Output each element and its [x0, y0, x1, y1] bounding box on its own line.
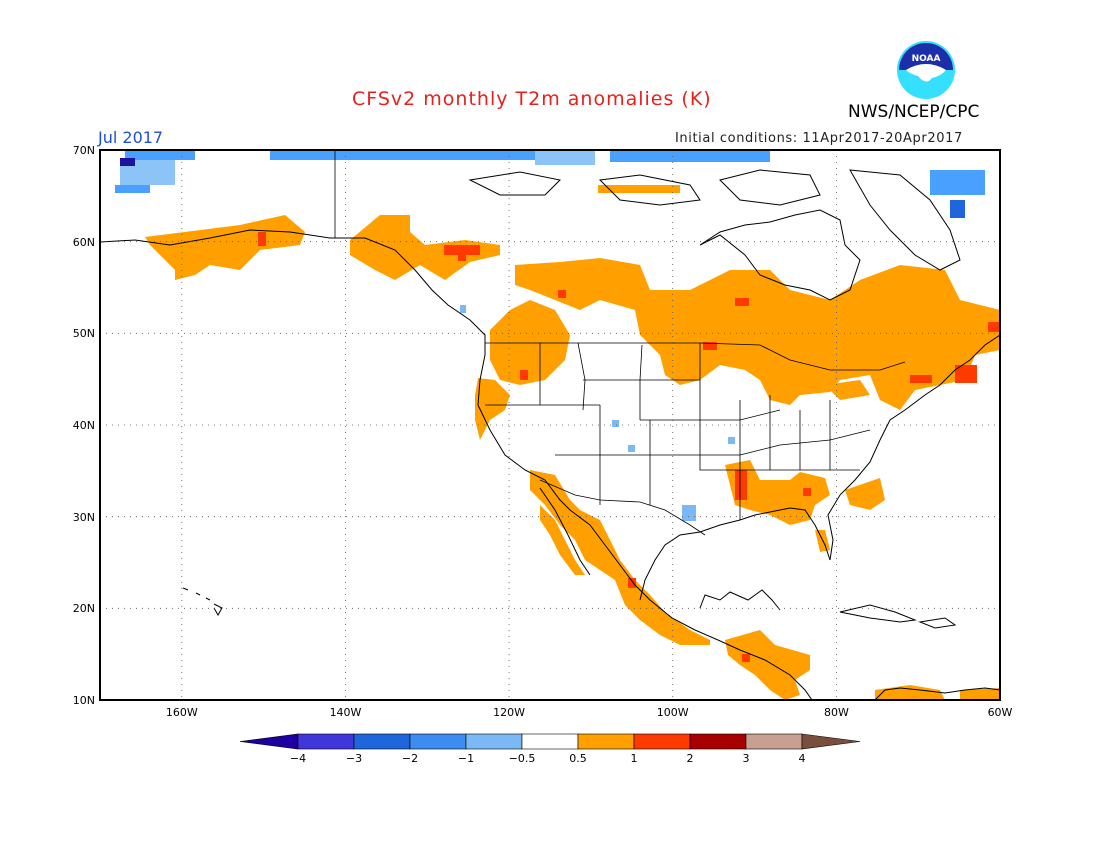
colorbar-label: 1 — [631, 752, 638, 765]
lat-label: 20N — [73, 602, 95, 615]
colorbar-segment — [521, 733, 579, 750]
colorbar-segment — [353, 733, 411, 750]
lon-label: 120W — [493, 706, 525, 719]
noaa-logo-icon: NOAA — [897, 41, 955, 99]
map-frame — [99, 149, 1001, 701]
agency-label: NWS/NCEP/CPC — [848, 102, 980, 122]
cold-anomaly-patches — [115, 150, 985, 521]
latitude-labels: 10N 20N 30N 40N 50N 60N 70N — [73, 144, 95, 707]
lat-label: 10N — [73, 694, 95, 707]
colorbar-label: 0.5 — [569, 752, 587, 765]
lon-label: 80W — [824, 706, 849, 719]
lat-label: 30N — [73, 511, 95, 524]
colorbar-label: 2 — [687, 752, 694, 765]
lat-label: 70N — [73, 144, 95, 157]
chart-title: CFSv2 monthly T2m anomalies (K) — [352, 88, 712, 110]
colorbar-segment — [297, 733, 355, 750]
lat-label: 60N — [73, 236, 95, 249]
lon-label: 60W — [988, 706, 1013, 719]
colorbar-segment — [409, 733, 467, 750]
longitude-labels: 160W 140W 120W 100W 80W 60W — [166, 706, 1013, 719]
colorbar-label: −1 — [458, 752, 474, 765]
warm-anomaly-patches — [145, 185, 1000, 700]
colorbar-arrow-low — [239, 733, 299, 750]
colorbar: −4 −3 −2 −1 −0.5 0.5 1 2 3 4 — [239, 733, 861, 765]
noaa-logo-text: NOAA — [912, 54, 941, 64]
lon-label: 140W — [330, 706, 362, 719]
colorbar-arrow-high — [801, 733, 861, 750]
lon-label: 160W — [166, 706, 198, 719]
colorbar-label: 3 — [743, 752, 750, 765]
colorbar-label: −2 — [402, 752, 418, 765]
hot-anomaly-patches — [258, 232, 1000, 662]
political-borders — [334, 150, 906, 536]
colorbar-label: −0.5 — [509, 752, 536, 765]
lat-label: 50N — [73, 327, 95, 340]
lat-label: 40N — [73, 419, 95, 432]
colorbar-segment — [745, 733, 803, 750]
lon-label: 100W — [657, 706, 689, 719]
forecast-month: Jul 2017 — [98, 128, 164, 147]
initial-conditions: Initial conditions: 11Apr2017-20Apr2017 — [675, 131, 963, 146]
colorbar-segment — [633, 733, 691, 750]
colorbar-segment — [577, 733, 635, 750]
colorbar-segment — [689, 733, 747, 750]
colorbar-label: −3 — [346, 752, 362, 765]
colorbar-label: 4 — [799, 752, 806, 765]
colorbar-segment — [465, 733, 523, 750]
colorbar-label: −4 — [290, 752, 306, 765]
grid-lines — [100, 150, 1000, 700]
